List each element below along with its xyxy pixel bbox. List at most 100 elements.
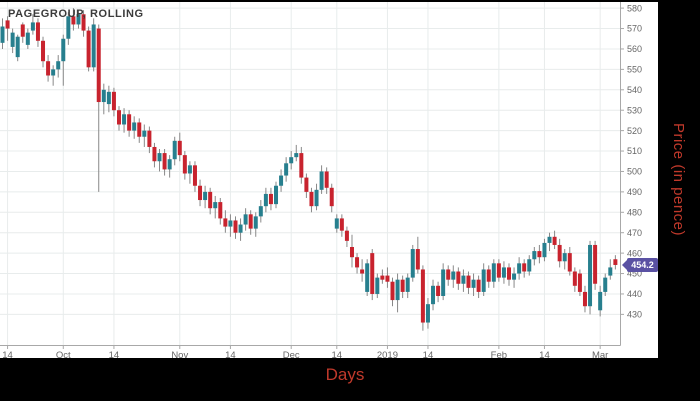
candlestick-chart: 580 570 560 550 540 530 520 510 500 490 480 470 460 4… xyxy=(0,2,642,358)
y-tick-label: 500 xyxy=(627,167,642,177)
candle-body xyxy=(71,16,76,25)
candle-down xyxy=(390,277,395,307)
candle-up xyxy=(66,12,71,45)
candle-down xyxy=(415,236,420,274)
candle-up xyxy=(279,169,284,192)
candle-down xyxy=(96,24,101,192)
candle-down xyxy=(324,167,329,194)
y-tick-label: 570 xyxy=(627,24,642,34)
candle-down xyxy=(248,210,253,235)
candle-body xyxy=(562,253,567,262)
candle-down xyxy=(446,265,451,286)
candle-body xyxy=(177,140,182,156)
candle-body xyxy=(81,14,86,31)
candle-body xyxy=(491,263,496,282)
candle-body xyxy=(486,269,491,282)
candle-down xyxy=(198,179,203,207)
candle-down xyxy=(552,230,557,250)
candle-body xyxy=(5,20,10,29)
candle-body xyxy=(122,114,127,125)
y-tick-label: 480 xyxy=(627,207,642,217)
candle-body xyxy=(349,247,354,258)
candle-down xyxy=(496,259,501,282)
candle-up xyxy=(451,265,456,288)
candle-up xyxy=(10,28,15,54)
candle-body xyxy=(106,91,111,105)
candle-down xyxy=(380,269,385,284)
candle-body xyxy=(182,155,187,174)
candle-body xyxy=(238,224,243,233)
y-tick-label: 460 xyxy=(627,248,642,258)
candle-down xyxy=(486,265,491,288)
candle-body xyxy=(253,216,258,229)
candle-up xyxy=(532,247,537,266)
candle-body xyxy=(233,220,238,233)
candle-body xyxy=(577,273,582,292)
candle-body xyxy=(46,61,51,76)
chart-title: PAGEGROUP, ROLLING xyxy=(8,8,144,20)
candle-down xyxy=(86,26,91,72)
candle-body xyxy=(10,32,15,47)
candle-body xyxy=(268,193,273,205)
candle-up xyxy=(172,136,177,166)
candle-up xyxy=(213,195,218,219)
candle-body xyxy=(162,153,167,170)
candle-down xyxy=(385,267,390,288)
y-tick-label: 540 xyxy=(627,85,642,95)
candle-body xyxy=(25,32,30,45)
candle-up xyxy=(284,157,289,182)
candle-body xyxy=(294,153,299,158)
candle-body xyxy=(101,89,106,103)
candle-body xyxy=(299,153,304,178)
candle-body xyxy=(142,130,147,137)
candle-body xyxy=(96,28,101,103)
candle-down xyxy=(567,247,572,276)
candle-up xyxy=(314,183,319,211)
candle-body xyxy=(405,277,410,292)
candle-up xyxy=(481,263,486,296)
candle-body xyxy=(263,193,268,207)
candle-up xyxy=(76,10,81,29)
candle-body xyxy=(344,230,349,241)
candle-body xyxy=(111,91,116,111)
x-tick-label: Dec xyxy=(283,350,300,358)
x-tick-label: Feb xyxy=(491,350,507,358)
candle-up xyxy=(319,165,324,194)
candle-body xyxy=(436,285,441,296)
candle-up xyxy=(395,273,400,313)
candle-body xyxy=(284,163,289,176)
candle-down xyxy=(137,118,142,143)
x-tick-label: 14 xyxy=(2,350,13,358)
candle-body xyxy=(547,236,552,243)
candle-body xyxy=(329,187,334,207)
candle-down xyxy=(329,183,334,213)
candle-down xyxy=(111,87,116,117)
x-axis-title: Days xyxy=(325,365,365,384)
candle-up xyxy=(203,185,208,209)
candle-body xyxy=(517,263,522,274)
y-tick-label: 430 xyxy=(627,310,642,320)
candle-up xyxy=(375,273,380,299)
candle-down xyxy=(268,187,273,211)
candle-body xyxy=(395,279,400,301)
candle-down xyxy=(436,281,441,303)
candle-up xyxy=(51,65,56,86)
y-tick-label: 560 xyxy=(627,44,642,54)
candle-body xyxy=(425,304,430,323)
candle-down xyxy=(593,240,598,290)
candle-body xyxy=(527,259,532,272)
candle-body xyxy=(0,26,5,43)
candle-body xyxy=(552,236,557,245)
candle-up xyxy=(410,244,415,282)
candle-down xyxy=(349,234,354,268)
candle-up xyxy=(425,298,430,329)
candle-body xyxy=(466,275,471,288)
candle-down xyxy=(5,16,10,41)
candle-down xyxy=(81,10,86,37)
x-tick-label: 14 xyxy=(423,350,434,358)
candle-body xyxy=(481,269,486,292)
candle-down xyxy=(476,275,481,299)
candle-down xyxy=(582,285,587,313)
candle-up xyxy=(501,261,506,284)
candle-body xyxy=(501,267,506,278)
